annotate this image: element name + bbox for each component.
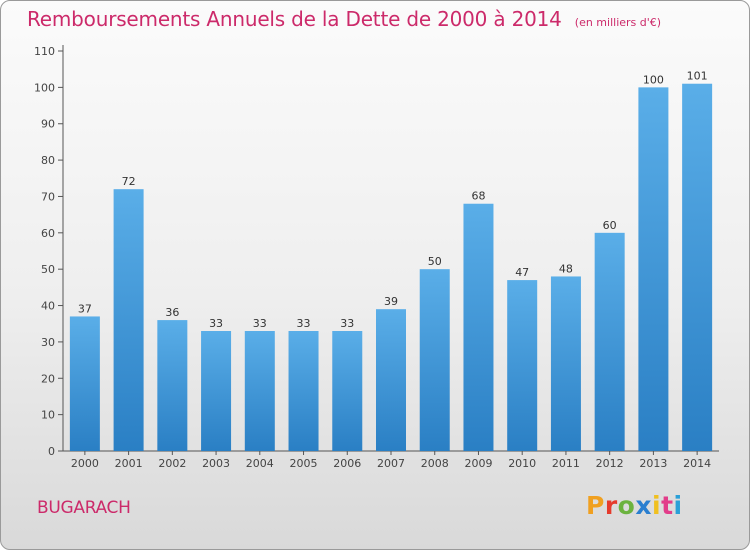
y-tick-label: 40 — [41, 300, 55, 313]
bar-value-label: 36 — [165, 306, 179, 319]
bar — [332, 331, 363, 451]
bar — [69, 316, 100, 451]
x-tick-label: 2002 — [158, 457, 186, 470]
x-tick-label: 2003 — [202, 457, 230, 470]
x-tick-label: 2014 — [683, 457, 711, 470]
y-tick-label: 0 — [48, 445, 55, 458]
bar — [244, 331, 275, 451]
y-tick-label: 50 — [41, 263, 55, 276]
x-tick-label: 2009 — [464, 457, 492, 470]
bar — [113, 189, 144, 451]
bar — [550, 276, 581, 451]
x-tick-label: 2007 — [377, 457, 405, 470]
proxiti-logo: Proxiti — [586, 491, 683, 520]
y-tick-label: 70 — [41, 190, 55, 203]
chart-unit: (en milliers d'€) — [574, 16, 662, 29]
x-tick-label: 2012 — [596, 457, 624, 470]
chart-title-line: Remboursements Annuels de la Dette de 20… — [27, 7, 661, 31]
bar — [682, 83, 713, 452]
bar — [201, 331, 232, 451]
bar-value-label: 47 — [515, 266, 529, 279]
brand-letter: P — [586, 491, 605, 520]
bar — [157, 320, 188, 451]
brand-letter: o — [617, 491, 636, 520]
bar — [638, 87, 669, 451]
bar-value-label: 72 — [122, 175, 136, 188]
brand-letter: r — [604, 491, 618, 520]
bar-value-label: 50 — [428, 255, 442, 268]
y-tick-label: 90 — [41, 118, 55, 131]
bar — [507, 280, 538, 451]
brand-letter: x — [635, 491, 652, 520]
bar — [419, 269, 450, 451]
bar — [463, 203, 494, 451]
y-tick-label: 30 — [41, 336, 55, 349]
bar-value-label: 101 — [687, 70, 708, 83]
brand-letter: i — [652, 491, 662, 520]
brand-letter: t — [661, 491, 674, 520]
bar-value-label: 33 — [209, 317, 223, 330]
x-tick-label: 2006 — [333, 457, 361, 470]
x-tick-label: 2008 — [421, 457, 449, 470]
chart-title: Remboursements Annuels de la Dette de 20… — [27, 7, 562, 31]
bar-value-label: 48 — [559, 262, 573, 275]
y-tick-label: 20 — [41, 372, 55, 385]
bar — [376, 309, 406, 451]
y-tick-label: 100 — [34, 81, 55, 94]
commune-name: BUGARACH — [37, 498, 131, 518]
bar-value-label: 60 — [603, 219, 617, 232]
y-tick-label: 10 — [41, 409, 55, 422]
x-tick-label: 2000 — [71, 457, 99, 470]
bar-value-label: 33 — [297, 317, 311, 330]
brand-letter: i — [673, 491, 683, 520]
x-tick-label: 2010 — [508, 457, 536, 470]
bar-value-label: 33 — [340, 317, 354, 330]
x-tick-label: 2004 — [246, 457, 274, 470]
bar-value-label: 33 — [253, 317, 267, 330]
bar — [288, 331, 319, 451]
y-tick-label: 80 — [41, 154, 55, 167]
x-tick-label: 2005 — [290, 457, 318, 470]
bar-value-label: 37 — [78, 302, 92, 315]
y-tick-label: 110 — [34, 45, 55, 58]
bar-value-label: 68 — [471, 190, 485, 203]
x-tick-label: 2001 — [115, 457, 143, 470]
bar-value-label: 39 — [384, 295, 398, 308]
y-tick-label: 60 — [41, 227, 55, 240]
x-tick-label: 2013 — [639, 457, 667, 470]
bar — [594, 232, 625, 451]
bar-value-label: 100 — [643, 73, 664, 86]
x-tick-label: 2011 — [552, 457, 580, 470]
